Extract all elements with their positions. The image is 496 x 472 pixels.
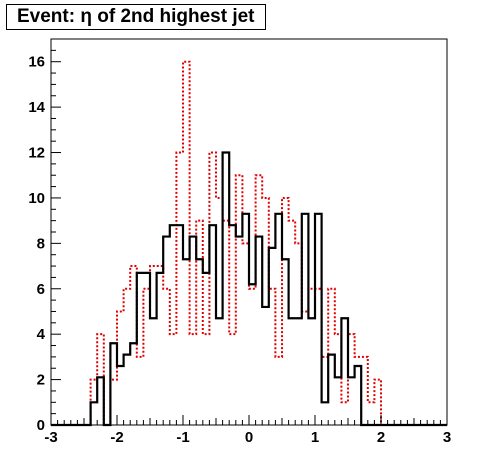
y-tick-label: 10: [28, 190, 45, 207]
y-tick-label: 0: [37, 417, 45, 434]
y-tick-label: 4: [37, 326, 46, 343]
x-tick-label: -3: [44, 429, 57, 446]
histogram-solid-black-series: [51, 151, 447, 427]
chart-title: Event: η of 2nd highest jet: [6, 4, 266, 30]
x-tick-label: -1: [176, 429, 189, 446]
histogram-dashed-red-series: [51, 60, 447, 426]
y-tick-label: 14: [28, 99, 45, 116]
y-tick-label: 12: [28, 145, 45, 162]
series-layer: [51, 60, 447, 427]
x-tick-label: 3: [443, 429, 451, 446]
y-tick-label: 2: [37, 372, 45, 389]
y-tick-label: 16: [28, 54, 45, 71]
y-tick-label: 8: [37, 235, 45, 252]
x-tick-label: 2: [377, 429, 385, 446]
x-tick-label: 0: [245, 429, 253, 446]
x-tick-label: 1: [311, 429, 319, 446]
y-tick-label: 6: [37, 281, 45, 298]
x-tick-label: -2: [110, 429, 123, 446]
